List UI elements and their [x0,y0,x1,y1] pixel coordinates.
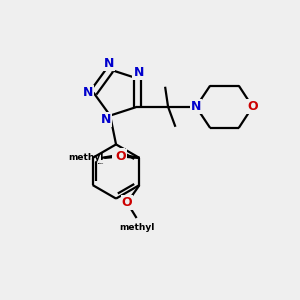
Text: O: O [247,100,258,113]
Text: N: N [100,112,111,126]
Text: methyl: methyl [119,223,154,232]
Text: N: N [83,86,93,99]
Text: N: N [103,57,114,70]
Text: methyl: methyl [103,157,108,158]
Text: O: O [122,196,132,209]
Text: O: O [115,150,126,163]
Text: O: O [113,148,124,161]
Text: methyl: methyl [68,153,104,162]
Text: methyl3: methyl3 [98,163,104,164]
Text: methoxy: methoxy [97,154,103,155]
Text: N: N [191,100,201,113]
Text: N: N [134,66,144,79]
